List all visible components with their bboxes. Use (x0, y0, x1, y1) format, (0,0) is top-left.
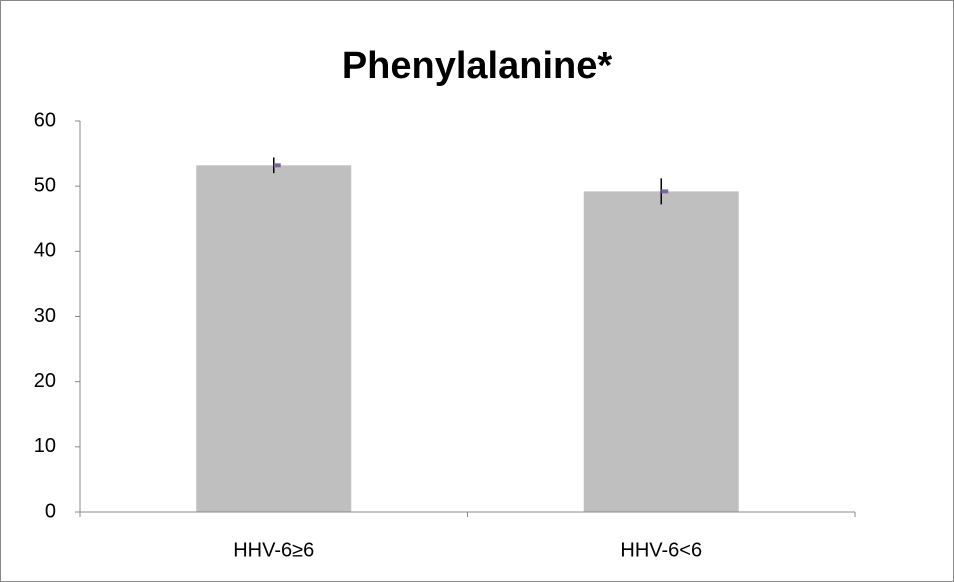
y-tick-label: 60 (34, 109, 56, 131)
x-tick-label: HHV-6≥6 (233, 539, 314, 561)
y-tick-label: 30 (34, 305, 56, 327)
y-tick-label: 50 (34, 174, 56, 196)
y-tick-label: 10 (34, 435, 56, 457)
error-cap (273, 163, 281, 168)
bar (196, 165, 352, 512)
bar (583, 191, 739, 512)
x-tick-label: HHV-6<6 (620, 539, 702, 561)
y-tick-label: 40 (34, 240, 56, 262)
error-cap (661, 189, 669, 194)
chart-title: Phenylalanine* (342, 45, 613, 87)
y-tick-label: 0 (45, 500, 56, 522)
y-tick-label: 20 (34, 370, 56, 392)
